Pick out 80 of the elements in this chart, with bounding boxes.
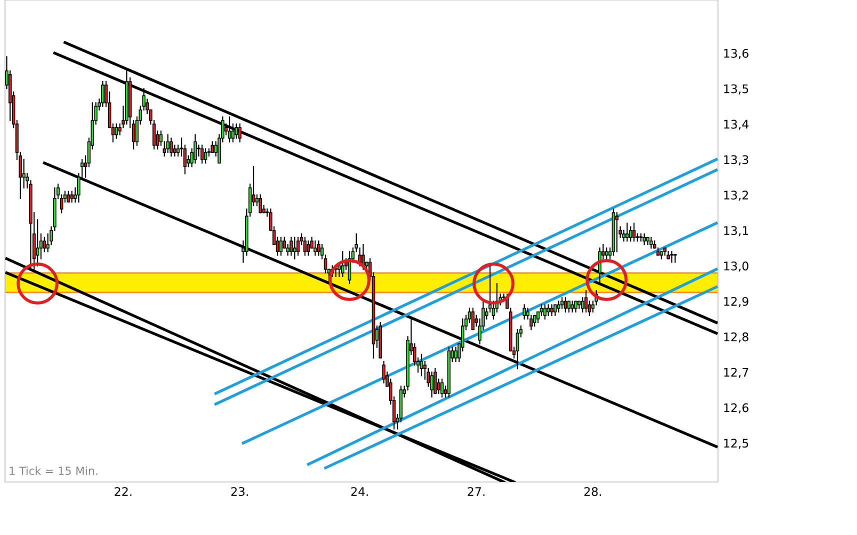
candlestick <box>564 297 568 312</box>
candlestick <box>543 304 547 320</box>
candlestick <box>231 123 235 142</box>
candlestick <box>210 141 214 153</box>
candlestick <box>293 236 296 260</box>
y-tick-label: 12,5 <box>724 438 748 449</box>
annotation: 1 Tick = 15 Min. <box>10 466 98 476</box>
y-tick-label: 12,9 <box>724 296 748 308</box>
candlestick <box>522 304 526 320</box>
candlestick <box>567 300 571 312</box>
candlestick <box>306 240 310 256</box>
candlestick <box>36 219 40 266</box>
candlestick <box>228 116 232 142</box>
candlestick <box>204 148 208 164</box>
candlestick <box>454 346 458 362</box>
y-tick-label: 12,8 <box>724 332 748 343</box>
candlestick <box>632 222 636 242</box>
y-tick-label: 13,0 <box>724 262 748 272</box>
candlestick <box>317 240 320 256</box>
candlestick <box>338 265 341 277</box>
candlestick <box>234 123 238 139</box>
y-tick-label: 13,2 <box>724 190 748 201</box>
candlestick <box>642 233 646 246</box>
candlestick <box>554 304 557 316</box>
x-tick-label: 24. <box>351 487 368 496</box>
y-tick-label: 13,5 <box>724 84 748 94</box>
candlestick <box>626 222 629 242</box>
candlestick <box>556 300 560 312</box>
y-tick-label: 13,1 <box>724 226 748 236</box>
y-tick-label: 13,6 <box>724 48 748 60</box>
candlestick <box>440 378 444 398</box>
candlestick <box>580 297 584 312</box>
candlestick <box>66 190 70 203</box>
candlestick <box>628 226 632 242</box>
candlestick <box>622 230 626 242</box>
candlestick <box>296 236 300 256</box>
y-tick-label: 12,6 <box>724 403 748 414</box>
candlestick <box>598 248 602 284</box>
candlestick <box>286 244 290 256</box>
candlestick <box>516 329 520 370</box>
x-tick-label: 22. <box>114 487 132 496</box>
candlestick <box>584 290 588 312</box>
y-tick-label: 12,7 <box>724 368 748 378</box>
candlestick <box>314 240 317 256</box>
candlestick <box>279 236 283 256</box>
candlestick <box>238 123 242 142</box>
candlestick <box>258 194 262 214</box>
candlestick <box>430 372 434 398</box>
candlestick <box>570 300 574 312</box>
candlestick <box>604 248 608 260</box>
candlestick <box>574 300 578 312</box>
candlestick <box>341 251 344 277</box>
candlestick <box>70 190 74 203</box>
candlestick <box>42 236 46 252</box>
candlestick <box>173 144 176 156</box>
candlestick <box>674 254 677 263</box>
candlestick <box>22 158 26 188</box>
x-tick-label: 27. <box>468 487 484 496</box>
candlestick <box>420 354 424 376</box>
candlestick <box>303 236 307 256</box>
candlestick <box>382 360 386 384</box>
candlestick <box>650 236 653 249</box>
candlestick <box>540 304 544 316</box>
candlestick <box>166 134 170 153</box>
candlestick <box>170 138 173 156</box>
y-tick-label: 13,4 <box>724 120 748 130</box>
candlestick <box>290 236 293 256</box>
candlestick <box>114 123 118 139</box>
y-tick-label: 13,3 <box>724 155 748 166</box>
candlestick <box>434 368 437 394</box>
candlestick <box>670 251 674 263</box>
candlestick <box>101 80 104 107</box>
candlestick <box>200 144 204 164</box>
candlestick <box>550 304 554 316</box>
candlestick <box>546 304 550 316</box>
candlestick <box>532 314 536 327</box>
candlestick <box>471 308 475 330</box>
x-tick-label: 23. <box>231 487 248 496</box>
x-tick-label: 28. <box>584 487 601 496</box>
candlestick <box>194 134 197 164</box>
